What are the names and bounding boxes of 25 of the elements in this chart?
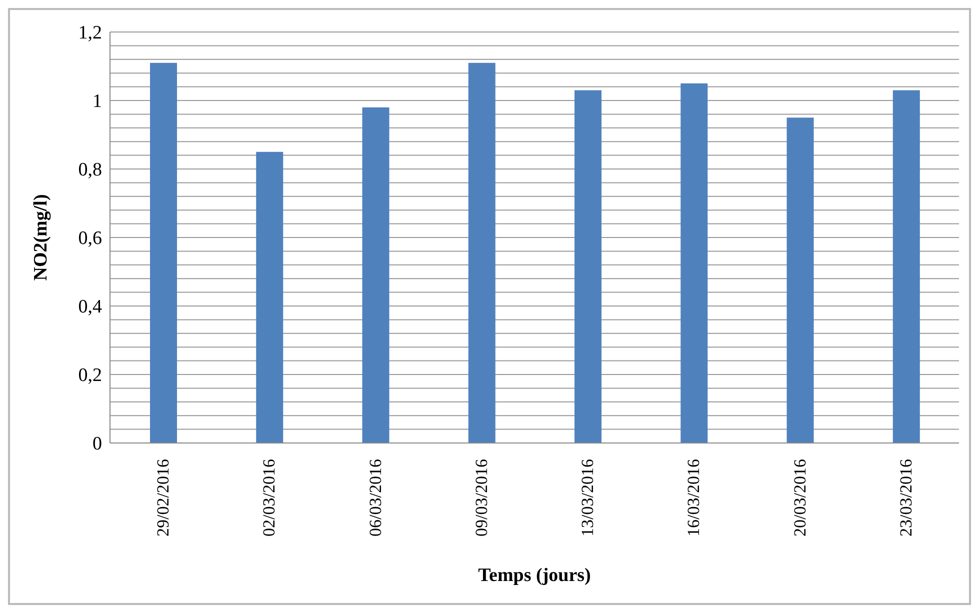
x-tick-label: 29/02/2016 xyxy=(154,459,173,536)
x-axis-title: Temps (jours) xyxy=(478,565,591,586)
y-tick-label: 0,6 xyxy=(78,228,102,250)
bar xyxy=(256,152,284,443)
x-tick-label: 13/03/2016 xyxy=(578,459,598,536)
x-tick-label: 20/03/2016 xyxy=(790,459,810,536)
x-tick-label: 23/03/2016 xyxy=(896,459,916,536)
x-tick-label: 02/03/2016 xyxy=(260,459,279,536)
x-tick-label: 09/03/2016 xyxy=(472,459,491,536)
bar xyxy=(468,62,496,443)
y-tick-label: 0 xyxy=(92,434,102,455)
bar xyxy=(150,62,177,443)
y-tick-label: 1,2 xyxy=(78,22,102,44)
bar xyxy=(574,90,602,443)
bar xyxy=(892,90,920,443)
y-axis-title: NO2(mg/l) xyxy=(30,194,52,281)
y-tick-label: 0,2 xyxy=(78,365,102,386)
y-tick-label: 1 xyxy=(92,91,102,112)
y-tick-label: 0,4 xyxy=(78,296,102,318)
bar xyxy=(362,107,390,443)
bar xyxy=(680,83,708,443)
x-tick-label: 16/03/2016 xyxy=(684,459,704,536)
bar xyxy=(786,118,814,443)
y-tick-label: 0,8 xyxy=(78,160,102,181)
x-tick-label: 06/03/2016 xyxy=(366,459,385,536)
